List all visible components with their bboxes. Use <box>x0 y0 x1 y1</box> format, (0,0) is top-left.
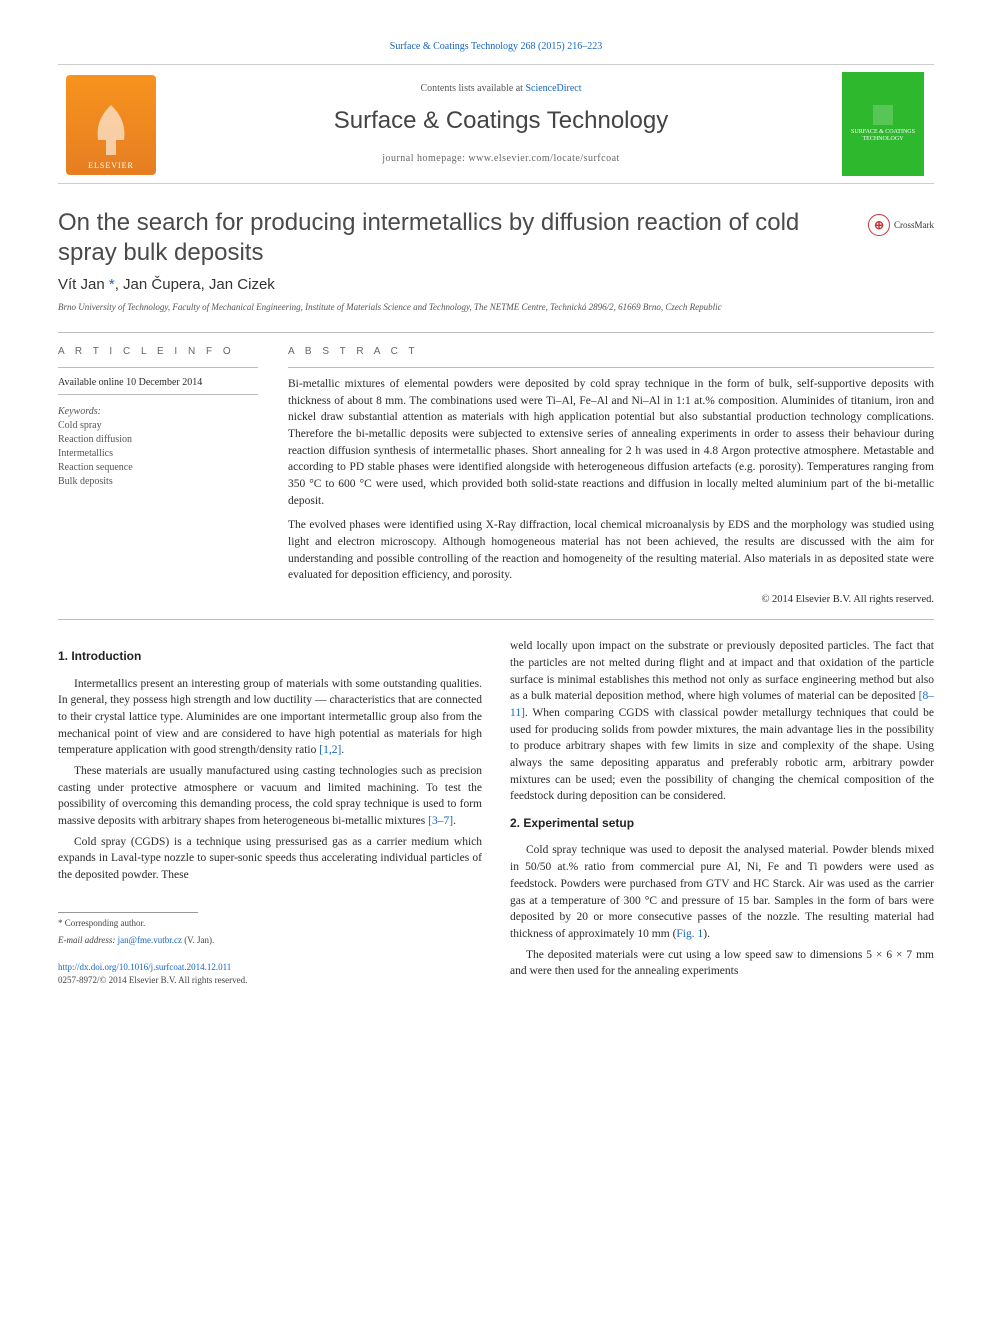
text-run: weld locally upon impact on the substrat… <box>510 640 934 702</box>
contents-line: Contents lists available at ScienceDirec… <box>420 82 581 96</box>
abstract-column: A B S T R A C T Bi-metallic mixtures of … <box>288 345 934 608</box>
footnote-block: * Corresponding author. E-mail address: … <box>58 912 482 987</box>
crossmark-badge[interactable]: ⊕ CrossMark <box>868 214 934 236</box>
text-run: Intermetallics present an interesting gr… <box>58 678 482 757</box>
section-heading-experimental: 2. Experimental setup <box>510 815 934 832</box>
sciencedirect-link[interactable]: ScienceDirect <box>525 83 581 94</box>
body-paragraph: weld locally upon impact on the substrat… <box>510 638 934 805</box>
abstract-heading: A B S T R A C T <box>288 345 934 360</box>
body-paragraph: Intermetallics present an interesting gr… <box>58 676 482 759</box>
article-info-column: A R T I C L E I N F O Available online 1… <box>58 345 258 608</box>
contents-prefix: Contents lists available at <box>420 83 525 94</box>
info-rule-2 <box>58 394 258 395</box>
info-abstract-row: A R T I C L E I N F O Available online 1… <box>58 345 934 608</box>
publisher-label: ELSEVIER <box>88 160 134 171</box>
text-run: . <box>341 744 344 756</box>
cover-decor <box>873 105 893 125</box>
section-heading-intro: 1. Introduction <box>58 648 482 665</box>
abstract-rule <box>288 367 934 368</box>
citation-link[interactable]: [1,2] <box>319 744 341 756</box>
abstract-copyright: © 2014 Elsevier B.V. All rights reserved… <box>288 592 934 607</box>
info-rule-1 <box>58 367 258 368</box>
keyword: Bulk deposits <box>58 475 258 489</box>
available-online: Available online 10 December 2014 <box>58 376 258 390</box>
text-run: Cold spray technique was used to deposit… <box>510 844 934 939</box>
body-paragraph: These materials are usually manufactured… <box>58 763 482 830</box>
author-list: Vít Jan *, Jan Čupera, Jan Cizek <box>58 274 934 295</box>
keyword: Intermetallics <box>58 447 258 461</box>
corresponding-footnote: * Corresponding author. <box>58 912 198 930</box>
title-block: On the search for producing intermetalli… <box>58 208 934 268</box>
corresponding-star: * <box>109 276 115 293</box>
doi-link[interactable]: http://dx.doi.org/10.1016/j.surfcoat.201… <box>58 961 482 974</box>
crossmark-label: CrossMark <box>894 219 934 232</box>
author-email-link[interactable]: jan@fme.vutbr.cz <box>118 935 182 945</box>
abstract-para-1: Bi-metallic mixtures of elemental powder… <box>288 376 934 509</box>
figure-link[interactable]: Fig. 1 <box>676 928 703 940</box>
keyword: Cold spray <box>58 419 258 433</box>
email-suffix: (V. Jan). <box>182 935 214 945</box>
page-container: Surface & Coatings Technology 268 (2015)… <box>0 0 992 1017</box>
text-run: ). <box>703 928 710 940</box>
journal-header: ELSEVIER Contents lists available at Sci… <box>58 64 934 184</box>
header-center: Contents lists available at ScienceDirec… <box>168 65 834 183</box>
journal-homepage[interactable]: journal homepage: www.elsevier.com/locat… <box>382 152 620 166</box>
keywords-heading: Keywords: <box>58 405 258 419</box>
journal-cover-thumbnail: SURFACE & COATINGS TECHNOLOGY <box>842 72 924 176</box>
rights-line: 0257-8972/© 2014 Elsevier B.V. All right… <box>58 974 482 987</box>
body-paragraph: The deposited materials were cut using a… <box>510 947 934 980</box>
journal-citation-link[interactable]: Surface & Coatings Technology 268 (2015)… <box>58 40 934 54</box>
body-paragraph: Cold spray technique was used to deposit… <box>510 842 934 942</box>
journal-name: Surface & Coatings Technology <box>334 104 668 138</box>
divider-top <box>58 332 934 333</box>
cover-title: SURFACE & COATINGS TECHNOLOGY <box>846 129 920 142</box>
publisher-logo-area: ELSEVIER <box>58 65 168 183</box>
body-columns: 1. Introduction Intermetallics present a… <box>58 638 934 987</box>
email-line: E-mail address: jan@fme.vutbr.cz (V. Jan… <box>58 934 482 947</box>
text-run: These materials are usually manufactured… <box>58 765 482 827</box>
journal-cover-area: SURFACE & COATINGS TECHNOLOGY <box>834 65 934 183</box>
keyword: Reaction diffusion <box>58 433 258 447</box>
paper-title: On the search for producing intermetalli… <box>58 208 868 268</box>
keywords-list: Cold spray Reaction diffusion Intermetal… <box>58 419 258 489</box>
crossmark-icon: ⊕ <box>868 214 890 236</box>
affiliation: Brno University of Technology, Faculty o… <box>58 301 934 314</box>
elsevier-logo: ELSEVIER <box>66 75 156 175</box>
divider-bottom <box>58 619 934 620</box>
abstract-para-2: The evolved phases were identified using… <box>288 517 934 584</box>
tree-icon <box>86 100 136 160</box>
body-paragraph: Cold spray (CGDS) is a technique using p… <box>58 834 482 884</box>
authors-text: Vít Jan *, Jan Čupera, Jan Cizek <box>58 276 275 293</box>
text-run: . When comparing CGDS with classical pow… <box>510 707 934 802</box>
text-run: . <box>453 815 456 827</box>
citation-link[interactable]: [3–7] <box>428 815 453 827</box>
email-label: E-mail address: <box>58 935 118 945</box>
keyword: Reaction sequence <box>58 461 258 475</box>
article-info-heading: A R T I C L E I N F O <box>58 345 258 359</box>
